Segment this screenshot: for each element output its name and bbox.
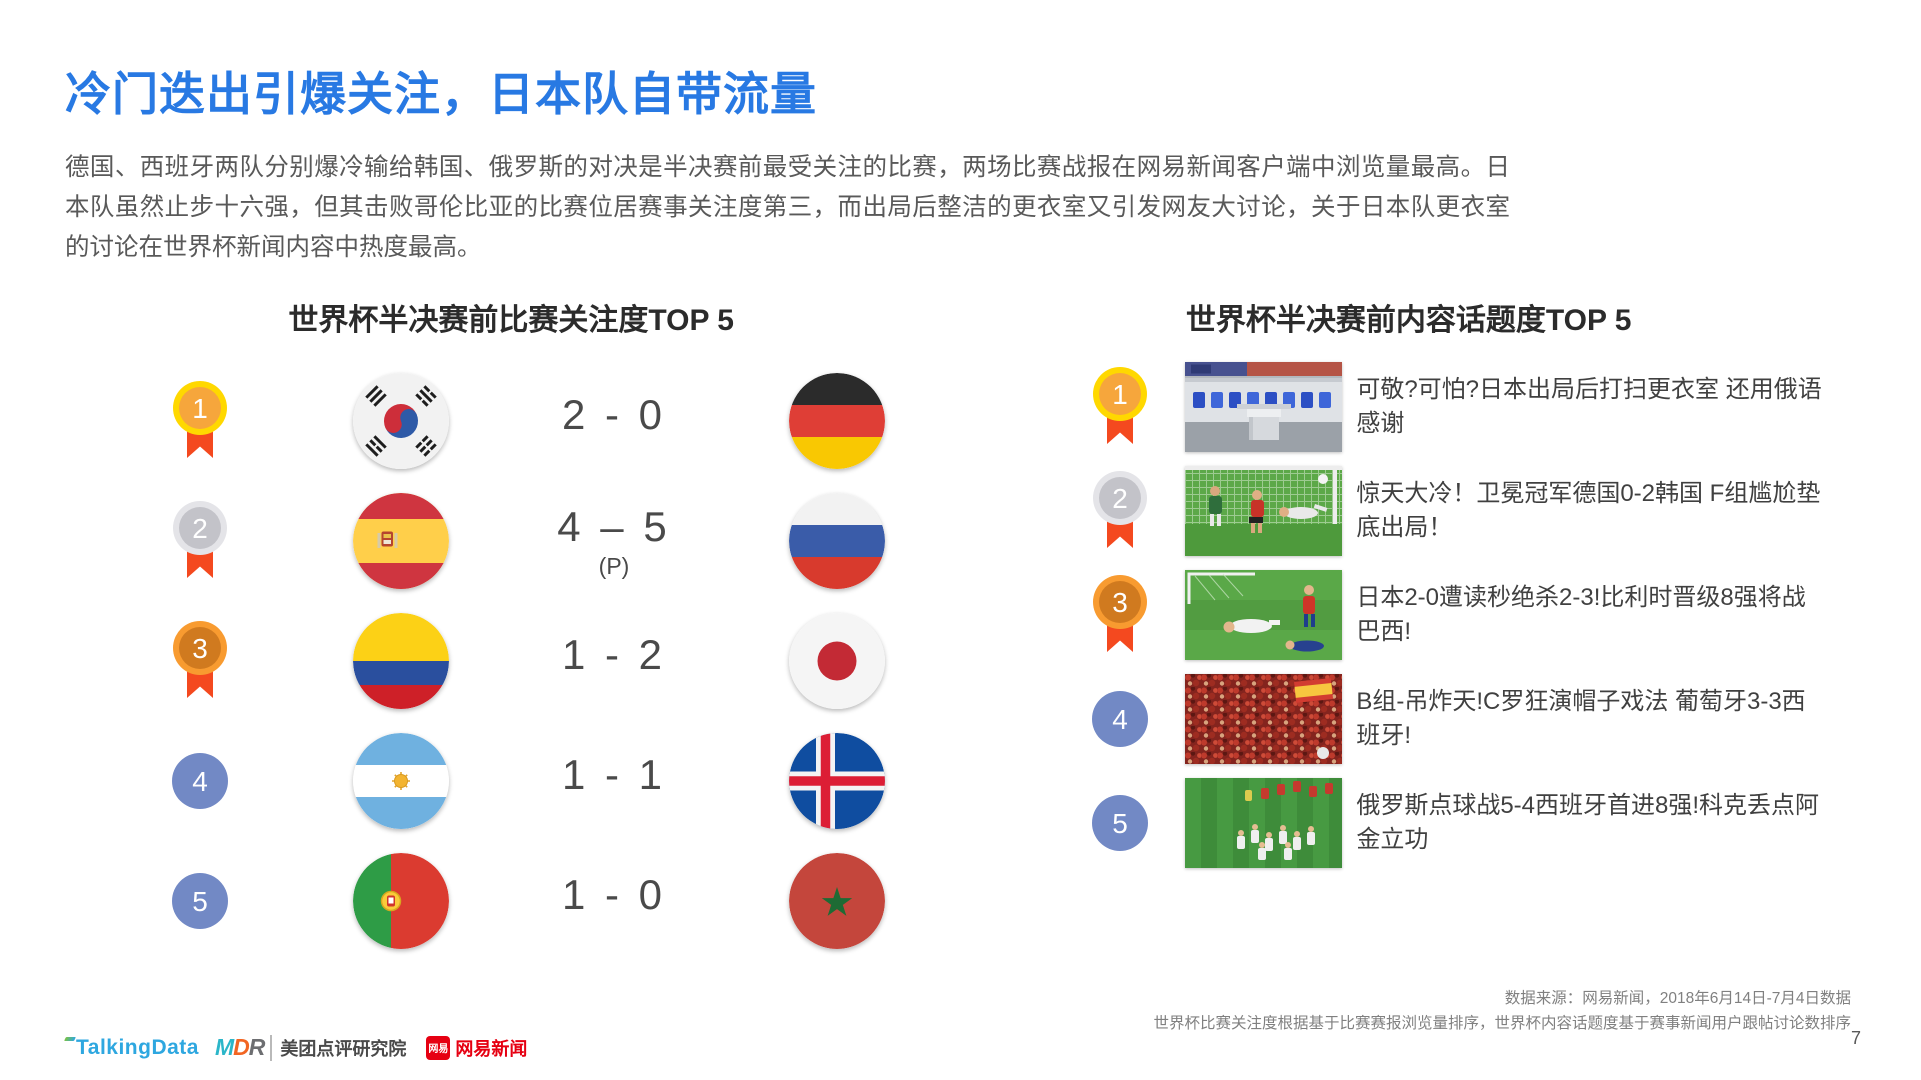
flag-iceland-icon [789,733,885,829]
match-row-3: 3 1 - 2 [65,601,957,721]
rank-1-medal: 1 [1090,364,1150,450]
topic-row-1: 1 可敬?可怕?日本出局后打扫更衣室 还用俄语感谢 [1012,355,1865,459]
source-line-1: 数据来源：网易新闻，2018年6月14日-7月4日数据 [1504,990,1851,1007]
topic-row-2: 2 惊天大冷！卫冕冠军德国0-2韩国 F组尴尬垫底出局！ [1012,459,1865,563]
flag-morocco-icon [789,853,885,949]
score-note [539,921,689,931]
score-note [539,681,689,691]
bronze-medal-icon: 3 [173,621,227,698]
thumbnail-portugal-spain-fans-photo [1185,674,1343,764]
thumbnail-japan-locker-room-photo [1185,362,1343,452]
match-panel-title: 世界杯半决赛前比赛关注度TOP 5 [288,304,734,337]
netease-badge-icon: 网易 [426,1035,451,1060]
thumbnail-germany-korea-match-photo [1185,466,1343,556]
match-score-4: 1 - 1 [539,751,689,811]
match-rows: 1 [65,361,957,961]
source-line-2: 世界杯比赛关注度根据基于比赛赛报浏览量排序，世界杯内容话题度基于赛事新闻用户跟帖… [1153,1015,1851,1032]
flag-spain-icon [353,493,449,589]
rank-number: 4 [1113,704,1129,735]
score-note [539,801,689,811]
score-value: 1 - 0 [561,871,667,918]
match-row-1: 1 [65,361,957,481]
topic-panel-title: 世界杯半决赛前内容话题度TOP 5 [1185,304,1632,337]
rank-number: 3 [192,633,208,664]
rank-3-medal: 3 [1090,572,1150,658]
rank-number: 1 [1113,379,1129,410]
rank-3-medal: 3 [165,618,235,704]
topic-row-4: 4 B组-吊炸天!C罗狂演帽子戏法 葡萄牙3-3西班牙! [1012,667,1865,771]
rank-number: 5 [1113,808,1129,839]
rank-5-badge: 5 [1090,794,1150,852]
headline-text: 日本2-0遭读秒绝杀2-3!比利时晋级8强将战巴西! [1356,584,1806,645]
page-title: 冷门迭出引爆关注，日本队自带流量 [65,68,817,120]
ranking-columns: 世界杯半决赛前比赛关注度TOP 5 1 [65,295,1865,961]
rank-4-circle-icon: 4 [172,753,228,809]
intro-paragraph: 德国、西班牙两队分别爆冷输给韩国、俄罗斯的对决是半决赛前最受关注的比赛，两场比赛… [65,154,1510,261]
meituan-dianping-institute-logo: 美团点评研究院 [270,1034,406,1061]
talkingdata-logo: TalkingData [64,1035,199,1060]
headline-text: 俄罗斯点球战5-4西班牙首进8强!科克丢点阿金立功 [1356,792,1820,853]
data-source-note: 数据来源：网易新闻，2018年6月14日-7月4日数据 世界杯比赛关注度根据基于… [1153,986,1851,1036]
silver-medal-icon: 2 [1093,471,1148,548]
headline-text: 可敬?可怕?日本出局后打扫更衣室 还用俄语感谢 [1356,376,1822,437]
score-value: 1 - 1 [561,751,667,798]
rank-5-circle-icon: 5 [172,873,228,929]
talkingdata-wordmark: TalkingData [76,1035,199,1059]
match-score-3: 1 - 2 [539,631,689,691]
rank-number: 5 [192,886,208,917]
flag-colombia-icon [353,613,449,709]
flag-south-korea-icon [353,373,449,469]
flag-argentina-icon [353,733,449,829]
thumbnail-russia-spain-celebration-photo [1185,778,1343,868]
score-note: (P) [598,552,630,579]
match-score-2: 4 – 5 (P) [539,503,689,580]
topic-row-5: 5 俄罗斯点球战5-4西班牙首进8强!科克丢点阿金立功 [1012,771,1865,875]
rank-2-medal: 2 [1090,468,1150,554]
mdr-logo: MDR [214,1034,265,1060]
topic-rows: 1 可敬?可怕?日本出局后打扫更衣室 还用俄语感谢 [1012,355,1865,875]
score-value: 4 – 5 [557,502,671,550]
headline-text: B组-吊炸天!C罗狂演帽子戏法 葡萄牙3-3西班牙! [1356,688,1806,749]
rank-number: 3 [1113,587,1129,618]
netease-news-logo: 网易 网易新闻 [426,1035,527,1061]
score-value: 2 - 0 [561,391,667,438]
rank-number: 2 [192,513,208,544]
gold-medal-icon: 1 [173,381,227,458]
flag-germany-icon [789,373,885,469]
rank-4-badge: 4 [165,752,235,810]
flag-russia-icon [789,493,885,589]
rank-number: 2 [1113,483,1129,514]
gold-medal-icon: 1 [1093,367,1148,444]
talkingdata-tick-icon [64,1036,76,1041]
rank-number: 4 [192,766,208,797]
flag-portugal-icon [353,853,449,949]
topic-heat-panel: 世界杯半决赛前内容话题度TOP 5 1 [1012,295,1865,961]
match-row-2: 2 4 – 5 [65,481,957,601]
match-row-4: 4 [65,721,957,841]
rank-1-medal: 1 [165,378,235,464]
bronze-medal-icon: 3 [1093,575,1148,652]
rank-4-circle-icon: 4 [1092,691,1149,747]
silver-medal-icon: 2 [173,501,227,578]
score-note [539,441,689,451]
headline-text: 惊天大冷！卫冕冠军德国0-2韩国 F组尴尬垫底出局！ [1356,480,1821,541]
rank-5-badge: 5 [165,872,235,930]
rank-number: 1 [192,393,208,424]
match-row-5: 5 1 - 0 [65,841,957,961]
rank-5-circle-icon: 5 [1092,795,1149,851]
rank-4-badge: 4 [1090,690,1150,748]
topic-row-3: 3 日本2-0遭读秒绝杀2-3!比利时晋级8强将战巴西! [1012,563,1865,667]
match-score-1: 2 - 0 [539,391,689,451]
page-number: 7 [1850,1028,1861,1048]
match-score-5: 1 - 0 [539,871,689,931]
match-attention-panel: 世界杯半决赛前比赛关注度TOP 5 1 [65,295,957,961]
score-value: 1 - 2 [561,631,667,678]
footer-logos: TalkingData MDR 美团点评研究院 网易 网易新闻 [64,1034,527,1061]
flag-japan-icon [789,613,885,709]
thumbnail-japan-belgium-match-photo [1185,570,1343,660]
rank-2-medal: 2 [165,498,235,584]
